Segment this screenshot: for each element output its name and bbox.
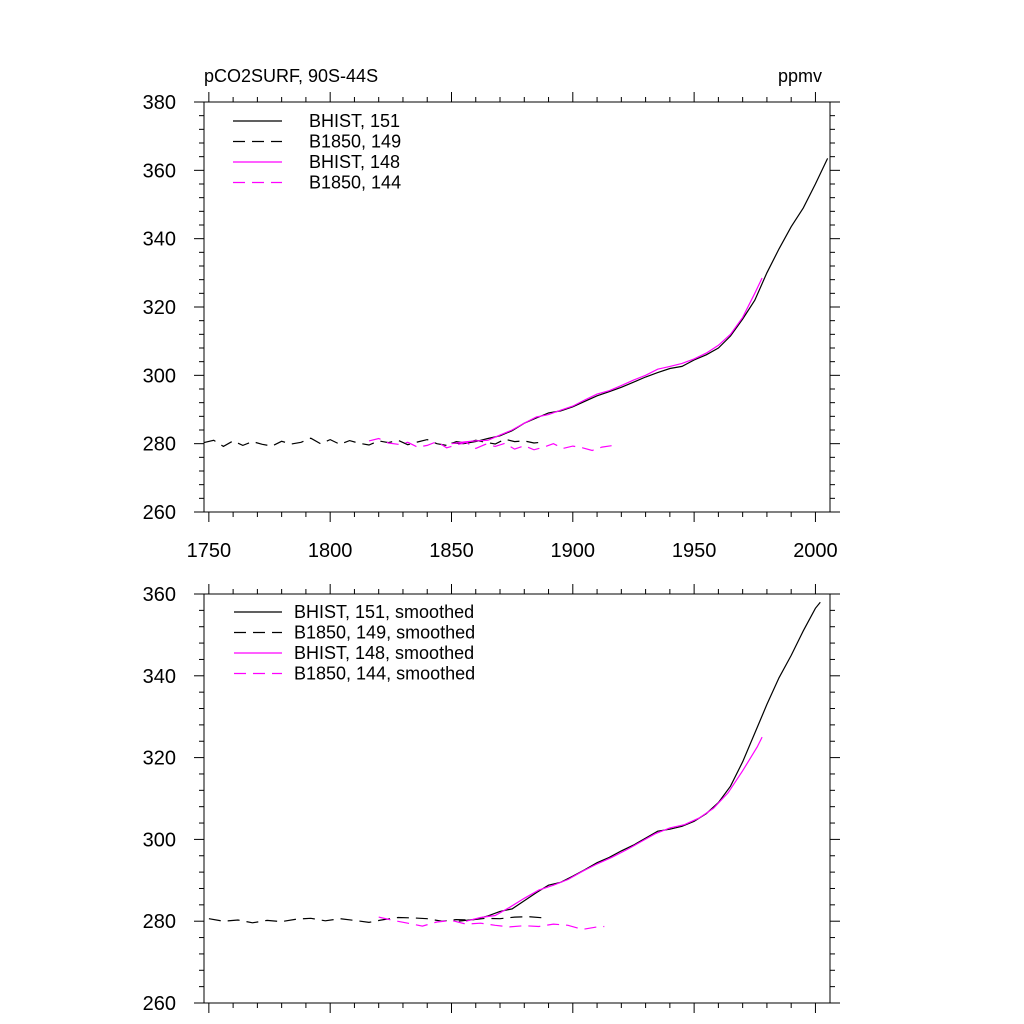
legend-label-3: BHIST, 148, smoothed (294, 643, 474, 663)
y-tick-label: 320 (143, 297, 176, 319)
y-tick-label: 300 (143, 365, 176, 387)
legend-label-4: B1850, 144, smoothed (294, 664, 475, 684)
y-tick-label: 300 (143, 829, 176, 851)
x-tick-label: 1750 (187, 540, 232, 562)
series-line-2 (203, 437, 544, 448)
chart-units-label: ppmv (778, 66, 822, 86)
legend-label-2: B1850, 149, smoothed (294, 623, 475, 643)
legend-label-2: B1850, 149 (309, 132, 401, 152)
y-tick-label: 260 (143, 993, 176, 1015)
y-tick-label: 260 (143, 502, 176, 524)
series-line-1 (451, 158, 829, 445)
y-tick-label: 380 (143, 92, 176, 114)
bottom-plot-frame (203, 593, 831, 1004)
y-tick-label: 360 (143, 584, 176, 606)
bottom-series-group (208, 601, 821, 931)
series-line-4 (378, 916, 605, 931)
chart-title: pCO2SURF, 90S-44S (204, 66, 378, 86)
series-line-3 (465, 736, 763, 922)
x-tick-label: 1800 (308, 540, 353, 562)
y-tick-label: 360 (143, 160, 176, 182)
series-line-3 (451, 277, 763, 445)
legend-label-1: BHIST, 151 (309, 111, 400, 131)
y-tick-label: 340 (143, 229, 176, 251)
y-tick-label: 280 (143, 911, 176, 933)
series-line-1 (458, 601, 821, 922)
x-tick-label: 1950 (672, 540, 717, 562)
series-line-2 (208, 916, 544, 924)
legend-label-1: BHIST, 151, smoothed (294, 602, 474, 622)
x-tick-label: 1900 (551, 540, 596, 562)
legend-label-4: B1850, 144 (309, 173, 401, 193)
top-axes-group: 1750 1800 1850 1900 1950 2000 260 280 300 320 340 3… (143, 92, 840, 562)
y-tick-label: 340 (143, 666, 176, 688)
y-tick-label: 320 (143, 748, 176, 770)
legend-label-3: BHIST, 148 (309, 152, 400, 172)
x-tick-label: 1850 (429, 540, 474, 562)
x-tick-label: 2000 (793, 540, 838, 562)
bottom-axes-group: 260 280 300 320 340 360 (143, 584, 840, 1015)
y-tick-label: 280 (143, 434, 176, 456)
top-plot-frame (203, 101, 831, 513)
top-series-group (203, 158, 829, 452)
top-chart-panel: pCO2SURF, 90S-44S ppmv 1750 1800 1850 1900 1… (143, 66, 840, 562)
series-line-4 (368, 437, 612, 452)
